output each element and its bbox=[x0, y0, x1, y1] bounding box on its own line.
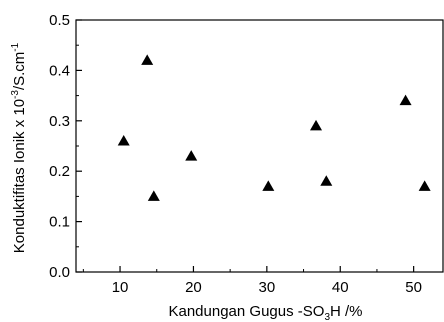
x-tick-label: 40 bbox=[332, 279, 349, 296]
y-axis-label-main: Konduktifitas Ionik x 10 bbox=[11, 99, 28, 253]
y-tick-label: 0.3 bbox=[49, 113, 70, 130]
y-tick-label: 0.5 bbox=[49, 12, 70, 29]
y-tick-label: 0.4 bbox=[49, 62, 70, 79]
data-point-triangle bbox=[399, 94, 412, 106]
y-axis-label-tail: /S.cm bbox=[11, 52, 28, 90]
x-axis-label-tail: H /% bbox=[330, 303, 363, 320]
data-point-triangle bbox=[262, 180, 275, 191]
data-point-triangle bbox=[141, 54, 154, 65]
data-point-triangle bbox=[185, 150, 198, 161]
x-tick-label: 50 bbox=[405, 279, 422, 296]
y-axis-label-superscript-2: -1 bbox=[10, 42, 21, 51]
x-axis-label: Kandungan Gugus -SO3H /% bbox=[168, 303, 362, 322]
y-tick-label: 0.0 bbox=[49, 264, 70, 281]
data-point-triangle bbox=[320, 175, 333, 186]
y-axis-label-superscript: -3 bbox=[10, 90, 21, 99]
x-axis-label-main: Kandungan Gugus -SO bbox=[168, 303, 324, 320]
data-point-triangle bbox=[418, 180, 431, 191]
x-tick-label: 10 bbox=[112, 279, 129, 296]
data-point-triangle bbox=[147, 190, 160, 201]
data-point-triangle bbox=[310, 119, 323, 131]
x-tick-label: 30 bbox=[258, 279, 275, 296]
ticks-layer bbox=[76, 19, 415, 273]
x-axis-label-subscript: 3 bbox=[324, 312, 330, 322]
tick-labels-layer: 10 20 30 40 50 0.0 0.1 0.2 0.3 0.4 0.5 bbox=[49, 12, 422, 296]
y-tick-label: 0.1 bbox=[49, 214, 70, 231]
x-tick-label: 20 bbox=[185, 279, 202, 296]
y-axis-label: Konduktifitas Ionik x 10-3/S.cm-1 bbox=[10, 42, 28, 253]
y-tick-label: 0.2 bbox=[49, 163, 70, 180]
points-layer bbox=[117, 54, 431, 201]
plot-frame bbox=[75, 19, 444, 273]
data-point-triangle bbox=[117, 134, 130, 146]
